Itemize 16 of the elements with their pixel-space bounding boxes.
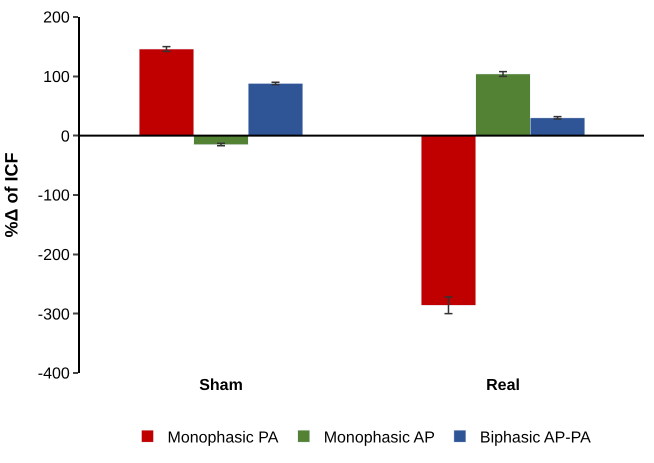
- legend-label: Monophasic AP: [324, 429, 435, 446]
- x-tick-label: Real: [486, 377, 520, 394]
- y-tick-label: 200: [43, 10, 70, 27]
- y-tick-label: -100: [38, 188, 70, 205]
- y-tick-label: -300: [38, 306, 70, 324]
- y-axis-title: %Δ of ICF: [1, 152, 22, 238]
- y-tick-label: -200: [38, 246, 70, 264]
- bar: [248, 83, 304, 136]
- x-tick-label: Sham: [199, 377, 243, 394]
- bar: [420, 135, 476, 306]
- y-tick-label: 0: [60, 128, 70, 146]
- y-tick-label: -400: [38, 366, 70, 383]
- bar: [138, 48, 194, 136]
- legend-label: Monophasic PA: [168, 429, 279, 446]
- y-tick-label: 100: [43, 68, 70, 86]
- legend-label: Biphasic AP-PA: [480, 429, 592, 446]
